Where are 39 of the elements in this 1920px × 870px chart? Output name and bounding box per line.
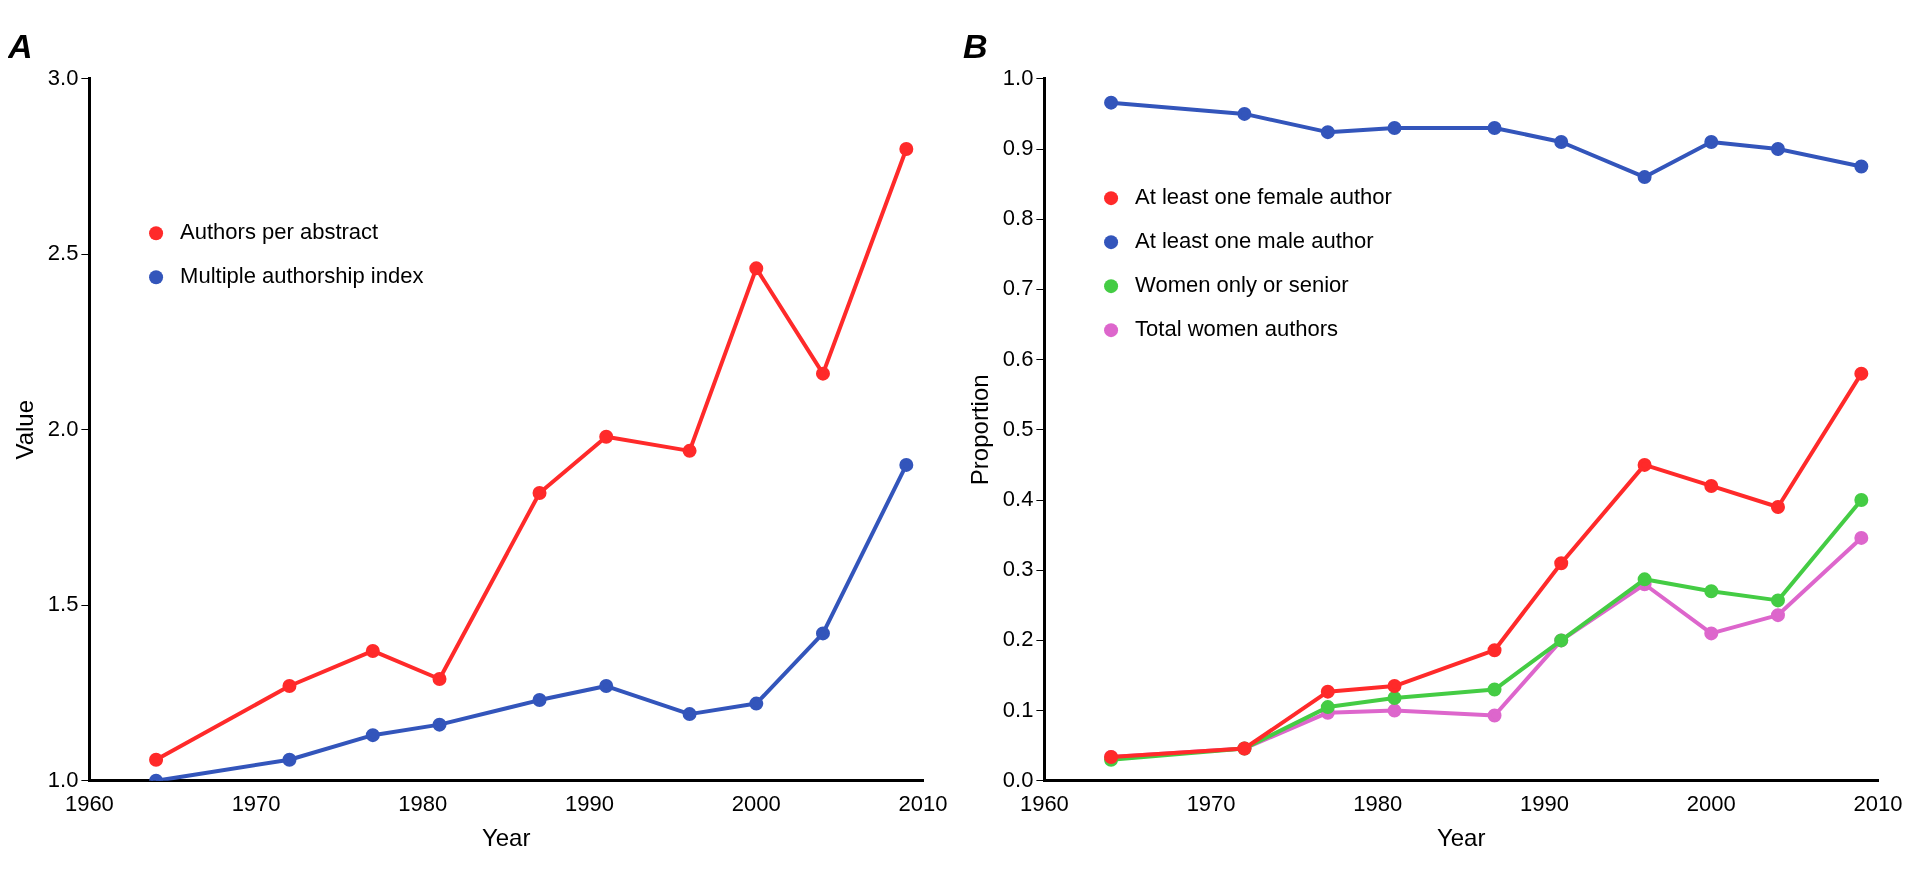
x-tick-label: 2000 xyxy=(731,791,781,817)
x-tick-label: 1970 xyxy=(231,791,281,817)
y-tick-label: 0.7 xyxy=(1002,275,1034,301)
x-tick-label: 1980 xyxy=(1353,791,1403,817)
y-tick-label: 0.5 xyxy=(1002,415,1034,441)
legend-label: Multiple authorship index xyxy=(180,263,424,289)
y-tick-label: 0.4 xyxy=(1002,486,1034,512)
x-tick-label: 2010 xyxy=(898,791,948,817)
x-axis-title: Year xyxy=(1436,824,1486,852)
y-tick-label: 0.8 xyxy=(1002,205,1034,231)
x-tick-label: 1960 xyxy=(1019,791,1069,817)
legend-label: At least one male author xyxy=(1135,228,1374,254)
y-tick-label: 3.0 xyxy=(47,64,79,90)
legend-label: At least one female author xyxy=(1135,184,1392,210)
x-tick-label: 1970 xyxy=(1186,791,1236,817)
x-tick-label: 1960 xyxy=(64,791,114,817)
y-axis-title: Value xyxy=(11,400,39,460)
y-axis-title: Proportion xyxy=(966,374,994,486)
legend-label: Authors per abstract xyxy=(180,219,379,245)
y-tick-label: 0.2 xyxy=(1002,626,1034,652)
y-tick-label: 0.6 xyxy=(1002,345,1034,371)
y-tick-label: 1.5 xyxy=(47,591,79,617)
y-tick-label: 0.1 xyxy=(1002,696,1034,722)
x-tick-label: 2010 xyxy=(1853,791,1903,817)
y-tick-label: 0.0 xyxy=(1002,766,1034,792)
y-tick-label: 1.0 xyxy=(47,766,79,792)
x-tick-label: 2000 xyxy=(1686,791,1736,817)
x-tick-label: 1990 xyxy=(1520,791,1570,817)
x-tick-label: 1980 xyxy=(398,791,448,817)
chart-title: B xyxy=(963,26,988,65)
y-tick-label: 1.0 xyxy=(1002,64,1034,90)
y-tick-label: 2.5 xyxy=(47,240,79,266)
y-tick-label: 2.0 xyxy=(47,415,79,441)
legend-label: Women only or senior xyxy=(1135,272,1349,298)
y-tick-label: 0.9 xyxy=(1002,135,1034,161)
legend-label: Total women authors xyxy=(1135,316,1339,342)
y-tick-label: 0.3 xyxy=(1002,556,1034,582)
x-tick-label: 1990 xyxy=(565,791,615,817)
x-axis-title: Year xyxy=(481,824,531,852)
